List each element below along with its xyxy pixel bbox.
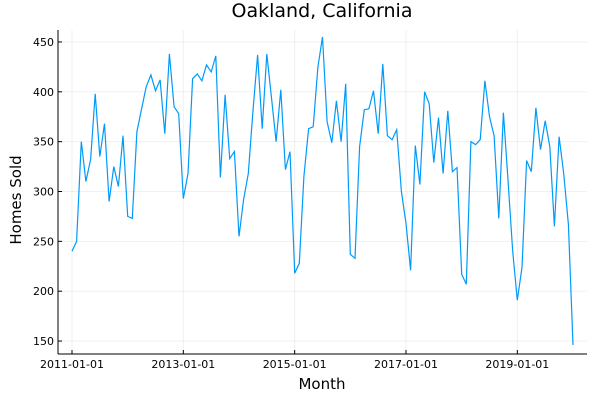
x-tick-label: 2019-01-01 xyxy=(485,358,549,371)
chart-title: Oakland, California xyxy=(232,0,413,22)
y-tick-label: 150 xyxy=(33,335,54,348)
y-tick-label: 250 xyxy=(33,235,54,248)
x-axis-label: Month xyxy=(298,375,345,393)
tick-layer: 150 200 250 300 350 400 450 2011-01-01 2013-01-0… xyxy=(33,36,549,371)
series-layer xyxy=(71,36,574,346)
grid-layer xyxy=(58,30,587,354)
y-tick-label: 200 xyxy=(33,285,54,298)
y-tick-label: 450 xyxy=(33,36,54,49)
y-tick-label: 350 xyxy=(33,136,54,149)
x-tick-label: 2013-01-01 xyxy=(151,358,215,371)
y-tick-label: 300 xyxy=(33,186,54,199)
y-tick-label: 400 xyxy=(33,86,54,99)
x-tick-label: 2017-01-01 xyxy=(374,358,438,371)
y-axis-label: Homes Sold xyxy=(7,155,25,244)
x-tick-label: 2011-01-01 xyxy=(40,358,104,371)
x-tick-label: 2015-01-01 xyxy=(263,358,327,371)
series-line xyxy=(71,36,574,346)
